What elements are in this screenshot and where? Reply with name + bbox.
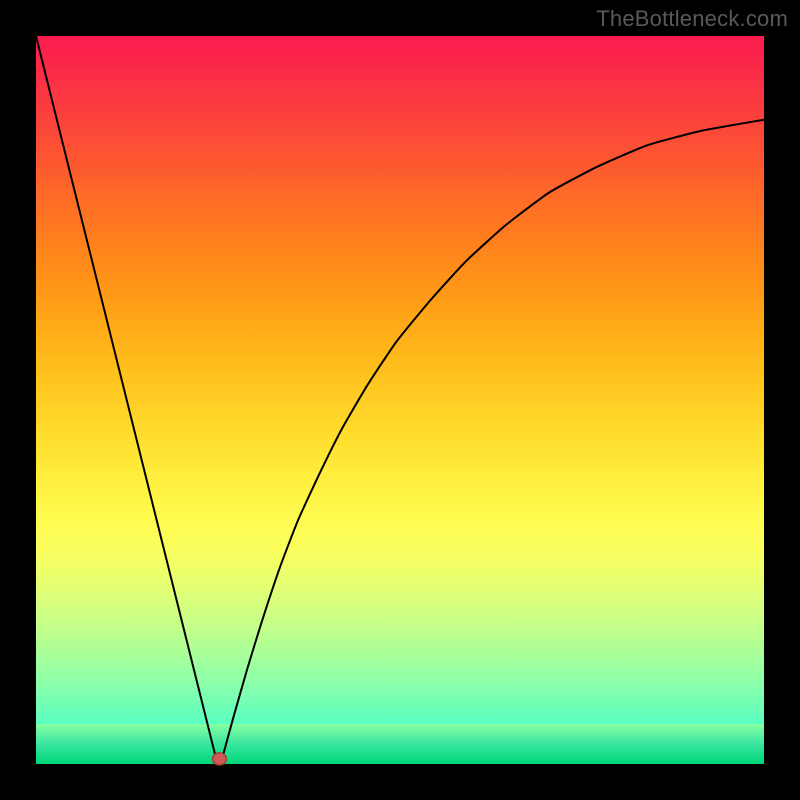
bottleneck-chart: [0, 0, 800, 800]
chart-frame: TheBottleneck.com: [0, 0, 800, 800]
watermark-text: TheBottleneck.com: [596, 6, 788, 32]
chart-gradient-background: [36, 36, 764, 764]
chart-bottom-band: [36, 724, 764, 764]
chart-marker: [212, 753, 226, 765]
